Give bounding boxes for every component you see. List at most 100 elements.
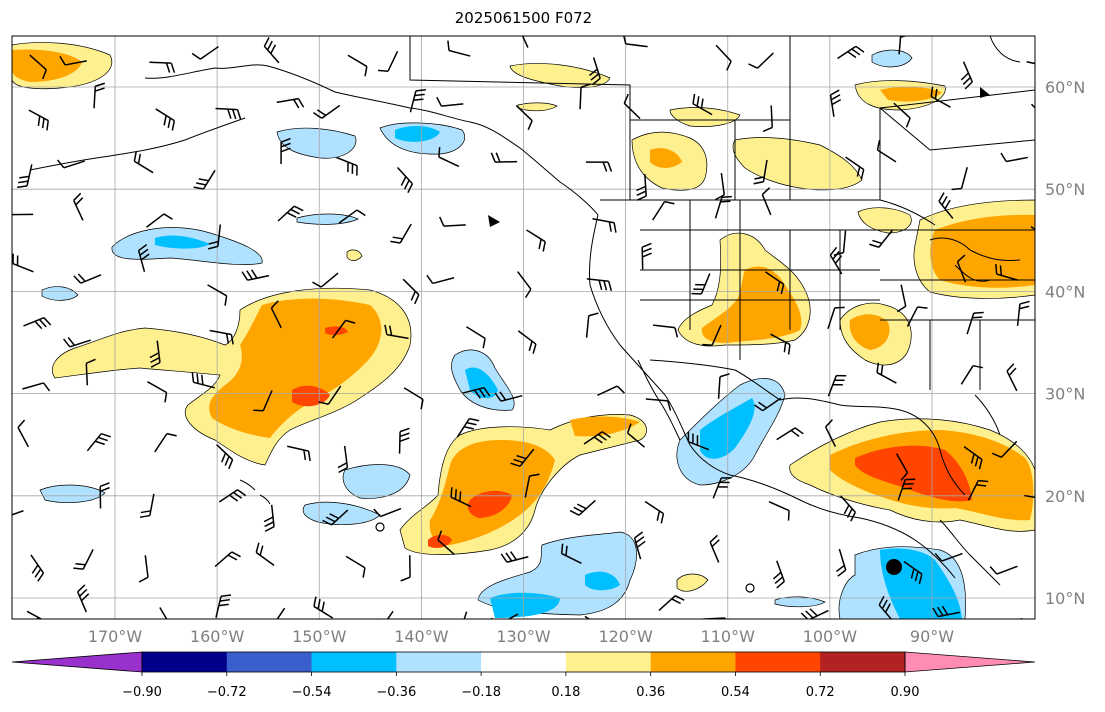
wind-barb xyxy=(216,444,234,470)
wind-barb xyxy=(373,507,402,518)
lon-label: 120°W xyxy=(598,627,653,646)
wind-barb xyxy=(73,192,84,221)
colorbar-tick-label: 0.36 xyxy=(636,685,665,700)
wind-barb xyxy=(253,390,273,412)
wind-barb xyxy=(1006,363,1018,392)
wind-barb xyxy=(845,156,865,180)
wind-barb xyxy=(951,167,968,191)
colorbar-box xyxy=(396,652,482,672)
contour-light-blue-13 xyxy=(296,213,359,225)
wind-barb xyxy=(903,560,923,585)
wind-barb xyxy=(1024,494,1035,499)
wind-barb xyxy=(313,596,334,619)
lat-label: 50°N xyxy=(1045,180,1085,199)
colorbar-box xyxy=(735,652,821,672)
contour-yellow-14 xyxy=(857,207,912,234)
wind-barb xyxy=(463,611,468,619)
contour-orange-5 xyxy=(701,266,802,343)
field-contours xyxy=(12,42,1035,619)
wind-barb xyxy=(829,89,842,117)
wind-barb xyxy=(588,57,601,86)
wind-barb xyxy=(515,104,533,131)
wind-barb xyxy=(159,607,168,619)
contour-light-blue-2 xyxy=(276,127,357,159)
wind-barb xyxy=(30,554,45,582)
contour-orange-9 xyxy=(650,148,682,168)
wind-barb xyxy=(906,306,928,327)
wind-barb xyxy=(149,61,176,73)
wind-barb xyxy=(409,89,426,113)
wind-barb xyxy=(270,300,282,329)
wind-barb xyxy=(322,509,349,526)
wind-barb xyxy=(396,167,414,194)
wind-barb xyxy=(28,109,49,131)
contour-light-blue-5 xyxy=(342,464,411,499)
filled-dot-marker xyxy=(886,559,902,575)
lat-label: 20°N xyxy=(1045,487,1085,506)
wind-barb xyxy=(658,595,685,612)
colorbar-tick-label: 0.72 xyxy=(806,685,835,700)
wind-barb xyxy=(641,242,652,270)
baja-california xyxy=(637,359,681,441)
wind-barb xyxy=(146,213,173,228)
wind-barb xyxy=(772,560,786,589)
wind-barb xyxy=(426,274,455,285)
longitude-labels: 170°W 160°W 150°W 140°W 130°W 120°W 110°W 100°W… xyxy=(88,627,954,646)
wind-barb xyxy=(768,501,790,521)
wind-barb xyxy=(827,306,845,330)
colorbar-box xyxy=(481,652,567,672)
wind-barb xyxy=(12,213,34,216)
contour-yellow-11 xyxy=(509,63,611,88)
lon-label: 150°W xyxy=(292,627,347,646)
wind-barb xyxy=(137,244,150,272)
wind-barb xyxy=(193,169,216,190)
wind-barb xyxy=(715,172,726,201)
wind-barb xyxy=(761,187,772,216)
wind-barb xyxy=(560,543,582,565)
wind-barb xyxy=(22,382,51,392)
wind-barb xyxy=(155,108,176,131)
wind-barb xyxy=(827,374,847,397)
wind-barb xyxy=(59,56,87,66)
wind-barbs xyxy=(12,36,1035,619)
wind-barb xyxy=(450,487,472,508)
wind-barb xyxy=(633,531,646,560)
wind-barb xyxy=(623,36,648,48)
colorbar-extend-low xyxy=(11,651,143,673)
contour-blue-4 xyxy=(700,398,755,459)
wind-barb xyxy=(147,381,168,403)
lon-label: 130°W xyxy=(496,627,551,646)
wind-barb xyxy=(56,159,85,169)
wind-barb xyxy=(526,229,546,252)
wind-barb xyxy=(592,218,617,233)
wind-barb xyxy=(930,86,951,108)
wind-barb xyxy=(263,37,280,64)
wind-barb xyxy=(336,156,358,176)
wind-barb xyxy=(73,273,102,284)
wind-barb xyxy=(517,330,537,354)
colorbar-box xyxy=(565,652,652,672)
wind-barb xyxy=(139,493,155,519)
wind-barb xyxy=(897,478,916,501)
contour-yellow-15 xyxy=(676,573,709,592)
wind-barb xyxy=(989,565,1018,575)
wind-barb xyxy=(636,174,647,201)
wind-barb xyxy=(934,552,963,562)
wind-barb xyxy=(93,82,106,109)
lat-label: 10°N xyxy=(1045,589,1085,608)
florida xyxy=(974,394,1001,436)
wind-barb xyxy=(500,551,529,563)
colorbar-box xyxy=(311,652,397,672)
wind-barb xyxy=(995,264,1019,281)
colorbar-box xyxy=(650,652,736,672)
map-gridlines xyxy=(12,36,1035,619)
map-frame xyxy=(11,35,1036,620)
colorbar-box xyxy=(820,652,906,672)
wind-barb xyxy=(626,423,646,448)
wind-barb xyxy=(938,192,954,219)
us-mexico-border xyxy=(649,359,781,401)
wind-barb xyxy=(715,44,732,71)
wind-barb xyxy=(762,105,773,133)
wind-barb xyxy=(714,195,732,219)
contour-blue-1 xyxy=(155,235,210,249)
